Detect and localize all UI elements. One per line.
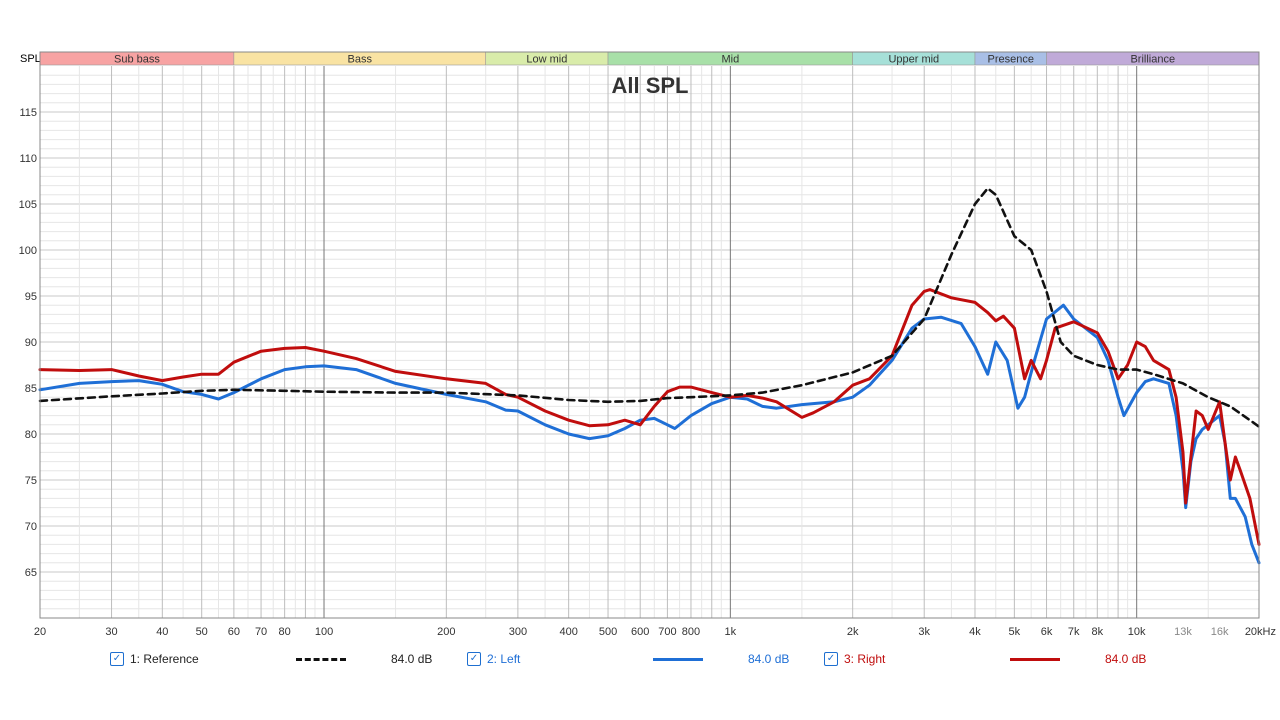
legend-label: 2: Left (487, 652, 521, 666)
legend-swatch (1010, 658, 1060, 661)
x-tick-label: 2k (847, 626, 859, 638)
y-tick-label: 100 (19, 245, 37, 257)
band-label: Sub bass (114, 54, 160, 66)
series-lines (38, 187, 1261, 565)
legend-level: 84.0 dB (1105, 652, 1147, 666)
legend-checkbox[interactable]: ✓ (824, 652, 838, 666)
chart-title: All SPL (611, 73, 688, 98)
x-tick-label: 70 (255, 626, 267, 638)
series-line-1 (38, 187, 1261, 428)
y-tick-label: 90 (25, 337, 37, 349)
x-tick-label: 20 (34, 626, 46, 638)
x-tick-label: 400 (559, 626, 577, 638)
x-tick-label: 800 (682, 626, 700, 638)
x-tick-label: 3k (918, 626, 930, 638)
legend-swatch (296, 658, 346, 661)
band-strip: Sub bass Bass Low mid Mid Upper mid Presence B… (39, 51, 1260, 66)
y-tick-label: 105 (19, 199, 37, 211)
legend-item-3[interactable]: ✓ 3: Right (824, 650, 885, 668)
legend-label: 3: Right (844, 652, 886, 666)
chart: Sub bass Bass Low mid Mid Upper mid Presence B… (19, 51, 1276, 638)
band-label: Bass (348, 54, 373, 66)
legend-label: 1: Reference (130, 652, 199, 666)
legend-level: 84.0 dB (391, 652, 433, 666)
legend: ✓ 1: Reference 84.0 dB ✓ 2: Left 84.0 dB ✓ 3: R… (0, 650, 1280, 670)
y-tick-label: 65 (25, 567, 37, 579)
x-tick-label: 100 (315, 626, 333, 638)
plot-border (39, 51, 1260, 619)
x-tick-label: 200 (437, 626, 455, 638)
x-tick-label: 60 (228, 626, 240, 638)
y-tick-label: 115 (19, 107, 37, 119)
x-tick-label: 40 (156, 626, 168, 638)
band-label: Brilliance (1130, 54, 1175, 66)
y-tick-label: 110 (19, 153, 37, 165)
x-tick-label: 500 (599, 626, 617, 638)
x-tick-label: 8k (1091, 626, 1103, 638)
band-label: Presence (988, 54, 1034, 66)
x-tick-label: 1k (725, 626, 737, 638)
series-line-3 (38, 288, 1261, 546)
x-tick-label: 7k (1068, 626, 1080, 638)
series-line-2 (38, 303, 1261, 565)
legend-swatch (653, 658, 703, 661)
y-tick-label: 95 (25, 291, 37, 303)
x-tick-label: 4k (969, 626, 981, 638)
x-tick-label: 16k (1211, 626, 1229, 638)
legend-checkbox[interactable]: ✓ (467, 652, 481, 666)
x-tick-labels: 20 30 40 50 60 70 80 100 200 300 400 500 600 700 800 1k… (34, 626, 1276, 638)
y-axis-label: SPL (20, 53, 41, 65)
y-tick-label: 80 (25, 429, 37, 441)
x-tick-label: 300 (509, 626, 527, 638)
x-tick-label: 80 (279, 626, 291, 638)
x-tick-label: 600 (631, 626, 649, 638)
y-tick-labels: 65 70 75 80 85 90 95 100 105 110 115 (19, 107, 37, 579)
y-tick-label: 70 (25, 521, 37, 533)
grid (40, 66, 1259, 618)
legend-level: 84.0 dB (748, 652, 790, 666)
legend-item-1[interactable]: ✓ 1: Reference (110, 650, 199, 668)
x-tick-label: 10k (1128, 626, 1146, 638)
x-tick-label: 13k (1174, 626, 1192, 638)
x-tick-label: 6k (1041, 626, 1053, 638)
x-tick-label: 700 (658, 626, 676, 638)
band-label: Upper mid (888, 54, 939, 66)
y-tick-label: 75 (25, 475, 37, 487)
legend-item-2[interactable]: ✓ 2: Left (467, 650, 520, 668)
x-tick-label: 50 (196, 626, 208, 638)
band-label: Mid (721, 54, 739, 66)
x-tick-label: 5k (1009, 626, 1021, 638)
x-tick-label: 30 (105, 626, 117, 638)
band-label: Low mid (526, 54, 567, 66)
legend-checkbox[interactable]: ✓ (110, 652, 124, 666)
x-tick-label: 20kHz (1245, 626, 1276, 638)
y-tick-label: 85 (25, 383, 37, 395)
